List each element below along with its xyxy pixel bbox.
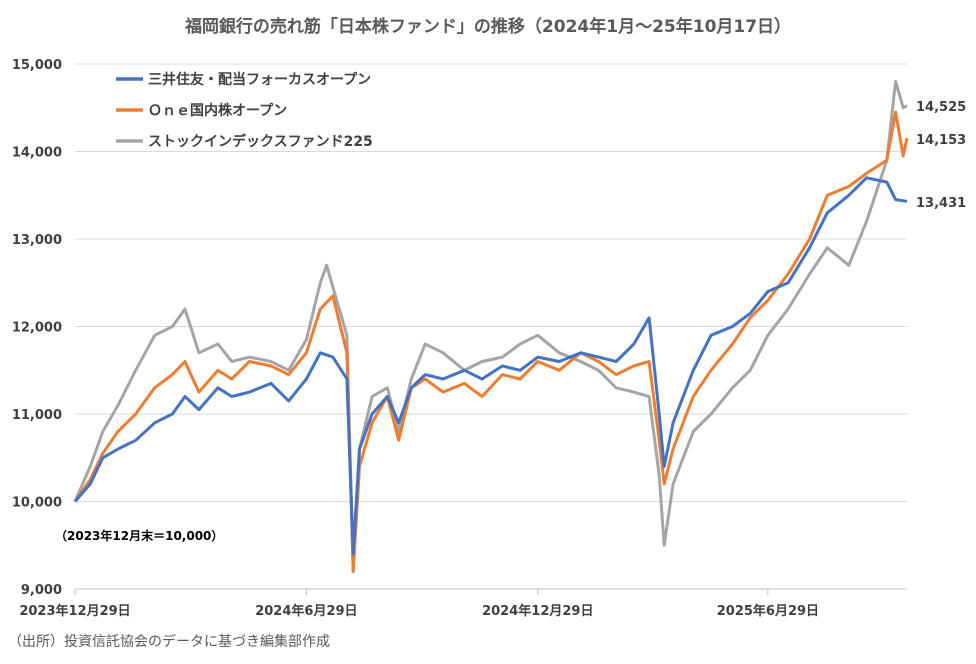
y-tick-label: 10,000: [12, 496, 62, 511]
y-tick-label: 15,000: [12, 58, 62, 73]
gridlines: [75, 63, 907, 590]
legend-label: Ｏｎｅ国内株オープン: [148, 102, 287, 119]
y-tick-label: 13,000: [12, 233, 62, 248]
x-tick-label: 2023年12月29日: [19, 603, 130, 619]
series-line-2: [73, 80, 908, 573]
legend-label: 三井住友・配当フォーカスオープン: [148, 71, 371, 88]
y-tick-label: 14,000: [12, 146, 62, 161]
end-value-label: 14,153: [916, 133, 966, 148]
end-value-label: 13,431: [916, 196, 966, 211]
source-note: （出所）投資信託協会のデータに基づき編集部作成: [8, 633, 330, 650]
series-line-0: [73, 176, 908, 556]
y-tick-label: 11,000: [12, 408, 62, 423]
base-note: （2023年12月末＝10,000）: [55, 528, 223, 543]
legend-label: ストックインデックスファンド225: [148, 133, 373, 150]
legend: 三井住友・配当フォーカスオープン Ｏｎｅ国内株オープンストックインデックスファンド…: [116, 71, 373, 150]
end-value-label: 14,525: [916, 100, 966, 115]
y-tick-label: 9,000: [21, 583, 62, 598]
x-tick-label: 2024年12月29日: [482, 603, 593, 619]
y-tick-label: 12,000: [12, 321, 62, 336]
x-tick-label: 2025年6月29日: [717, 603, 819, 619]
x-tick-label: 2024年6月29日: [255, 603, 357, 619]
end-labels: 13,431 14,153 14,525: [916, 100, 966, 211]
series-line-1: [73, 110, 909, 573]
chart-title: 福岡銀行の売れ筋「日本株ファンド」の推移（2024年1月～25年10月17日）: [184, 16, 791, 37]
axes: 9,000 10,000 11,000 12,000 13,000 14,000 15,00…: [12, 58, 819, 619]
series-lines: [73, 80, 909, 573]
